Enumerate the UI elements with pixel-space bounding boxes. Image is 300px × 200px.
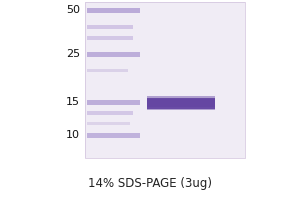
Text: 10: 10	[66, 130, 80, 140]
Bar	[87, 68, 128, 72]
Text: 25: 25	[66, 49, 80, 59]
Bar	[147, 96, 215, 107]
Bar	[87, 121, 130, 124]
Bar	[147, 98, 215, 108]
Bar	[87, 25, 133, 29]
Text: 14% SDS-PAGE (3ug): 14% SDS-PAGE (3ug)	[88, 176, 212, 190]
Bar	[87, 99, 140, 104]
Bar	[87, 111, 133, 115]
Bar	[147, 99, 215, 110]
Bar	[87, 7, 140, 12]
Bar	[87, 132, 140, 138]
Bar	[87, 51, 140, 56]
Text: 15: 15	[66, 97, 80, 107]
Bar	[87, 36, 133, 40]
Bar	[85, 2, 245, 158]
Bar	[85, 2, 245, 158]
Text: 50: 50	[66, 5, 80, 15]
